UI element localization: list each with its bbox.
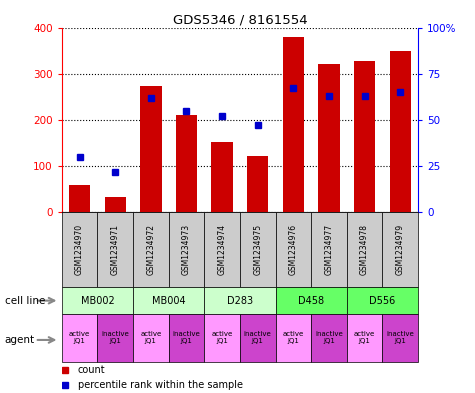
Bar	[347, 287, 418, 314]
Bar	[140, 86, 162, 212]
Bar	[62, 314, 97, 362]
Bar	[133, 287, 204, 314]
Text: MB002: MB002	[80, 296, 114, 306]
Text: inactive
JQ1: inactive JQ1	[244, 331, 272, 345]
Text: active
JQ1: active JQ1	[354, 331, 375, 345]
Bar	[204, 314, 240, 362]
Bar	[176, 115, 197, 212]
Text: active
JQ1: active JQ1	[69, 331, 90, 345]
Text: percentile rank within the sample: percentile rank within the sample	[78, 380, 243, 390]
Bar	[347, 212, 382, 287]
Bar	[318, 64, 340, 212]
Bar	[240, 212, 276, 287]
Bar	[347, 314, 382, 362]
Text: GSM1234976: GSM1234976	[289, 224, 298, 275]
Text: GSM1234974: GSM1234974	[218, 224, 227, 275]
Text: GSM1234973: GSM1234973	[182, 224, 191, 275]
Bar	[311, 314, 347, 362]
Text: GSM1234977: GSM1234977	[324, 224, 333, 275]
Text: active
JQ1: active JQ1	[140, 331, 162, 345]
Text: active
JQ1: active JQ1	[211, 331, 233, 345]
Bar	[240, 314, 276, 362]
Text: GSM1234970: GSM1234970	[75, 224, 84, 275]
Bar	[276, 287, 347, 314]
Bar	[382, 314, 418, 362]
Text: D556: D556	[369, 296, 396, 306]
Text: GSM1234975: GSM1234975	[253, 224, 262, 275]
Bar	[97, 314, 133, 362]
Bar	[276, 314, 311, 362]
Bar	[69, 185, 90, 212]
Text: GSM1234979: GSM1234979	[396, 224, 405, 275]
Text: GSM1234978: GSM1234978	[360, 224, 369, 275]
Bar	[276, 212, 311, 287]
Text: cell line: cell line	[5, 296, 45, 306]
Bar	[104, 197, 126, 212]
Bar	[133, 212, 169, 287]
Bar	[354, 61, 375, 212]
Text: count: count	[78, 365, 105, 375]
Bar	[169, 314, 204, 362]
Bar	[133, 314, 169, 362]
Text: agent: agent	[5, 335, 35, 345]
Title: GDS5346 / 8161554: GDS5346 / 8161554	[172, 13, 307, 26]
Bar	[311, 212, 347, 287]
Bar	[62, 287, 133, 314]
Text: inactive
JQ1: inactive JQ1	[101, 331, 129, 345]
Bar	[204, 212, 240, 287]
Bar	[283, 37, 304, 212]
Text: MB004: MB004	[152, 296, 185, 306]
Text: inactive
JQ1: inactive JQ1	[172, 331, 200, 345]
Bar	[62, 212, 97, 287]
Bar	[169, 212, 204, 287]
Text: GSM1234972: GSM1234972	[146, 224, 155, 275]
Text: D458: D458	[298, 296, 324, 306]
Text: inactive
JQ1: inactive JQ1	[315, 331, 343, 345]
Bar	[211, 142, 233, 212]
Text: active
JQ1: active JQ1	[283, 331, 304, 345]
Text: inactive
JQ1: inactive JQ1	[386, 331, 414, 345]
Bar	[382, 212, 418, 287]
Bar	[390, 51, 411, 212]
Bar	[204, 287, 276, 314]
Text: D283: D283	[227, 296, 253, 306]
Bar	[97, 212, 133, 287]
Text: GSM1234971: GSM1234971	[111, 224, 120, 275]
Bar	[247, 156, 268, 212]
